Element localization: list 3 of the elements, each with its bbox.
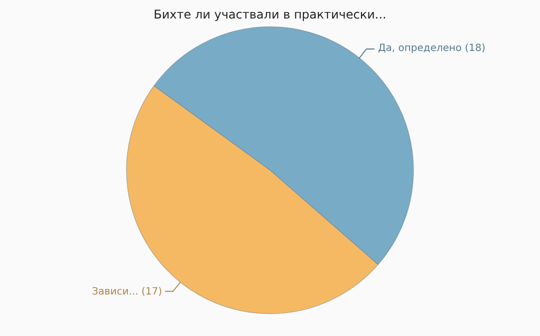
slice-label: Да, определено (18) <box>378 43 486 54</box>
chart-title: Бихте ли участвали в практически... <box>154 7 386 22</box>
slice-label: Зависи... (17) <box>92 286 162 298</box>
